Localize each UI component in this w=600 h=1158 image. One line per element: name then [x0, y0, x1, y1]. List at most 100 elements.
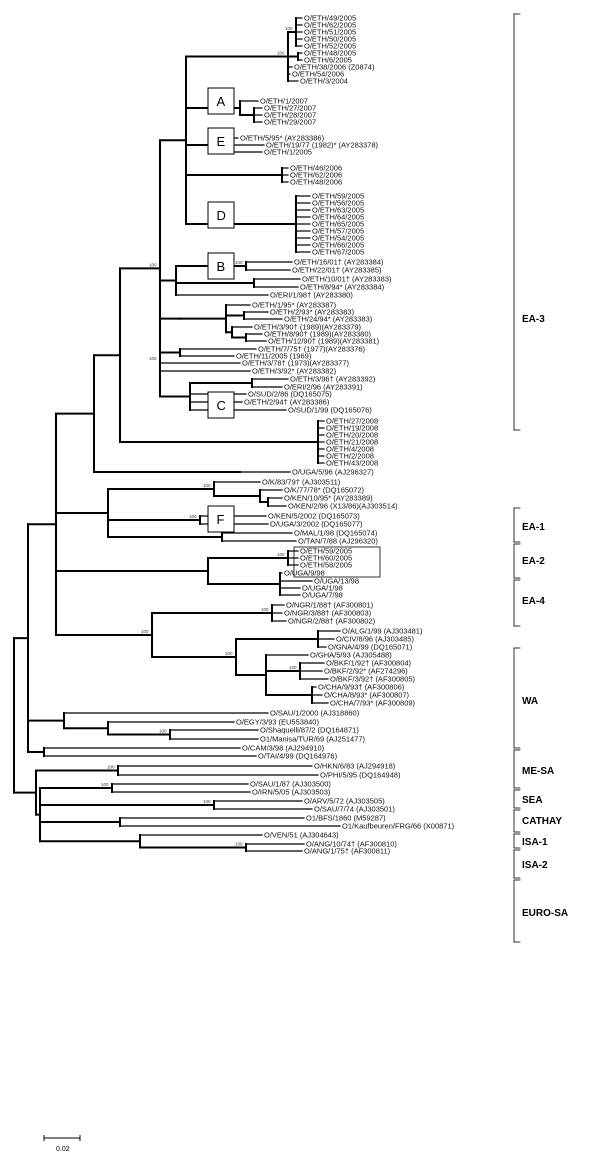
group-box-frame [207, 201, 235, 229]
taxon-label: O/ETH/28/2007 [264, 111, 316, 120]
taxon-label: O/EGY/3/93 (EU553840) [236, 718, 319, 727]
taxon-label: O/TAN/7/88 (AJ296320) [298, 537, 378, 546]
taxon-label: O/UGA/3/2002 (DQ165077) [270, 520, 363, 529]
taxon-label: O/ETH/63/2005 [312, 206, 364, 215]
scale-bar: 0.02 [43, 1135, 81, 1153]
bootstrap-value: 100 [277, 552, 285, 557]
taxon-label: O/ETH/29/2007 [264, 118, 316, 127]
bootstrap-value: 100 [189, 514, 197, 519]
taxon-label: O/UGA/13/98 [314, 577, 359, 586]
group-box-label: A [217, 94, 226, 109]
group-box-label: B [217, 259, 226, 274]
taxon-label: O/ETH/58/2005 [300, 561, 352, 570]
taxon-label: O/Shaquelli/87/2 (DQ164871) [260, 726, 359, 735]
taxon-label: O/TAI/4/99 (DQ164976) [258, 752, 338, 761]
taxon-label: O/ANG/10/74† (AF300810) [306, 840, 397, 849]
taxon-labels: O/ETH/49/2005O/ETH/62/2005O/ETH/51/2005O… [236, 14, 455, 856]
group-box-frame [207, 505, 235, 533]
group-box-d: D [207, 201, 235, 229]
taxon-label: O/GNA/4/99 (DQ165071) [328, 643, 413, 652]
taxon-label: O/CHA/7/93* (AF300809) [330, 699, 416, 708]
taxon-label: O/MAL/1/98 (DQ165074) [294, 529, 378, 538]
taxon-label: O/ETH/54/2006 [292, 70, 344, 79]
clade-label: SEA [522, 795, 543, 806]
taxon-label: O/ETH/43/2008 [326, 459, 378, 468]
taxon-label: O/ETH/67/2005 [312, 248, 364, 257]
taxon-label: O1/Kaufbeuren/FRG/66 (X00871) [342, 822, 455, 831]
bootstrap-value: 100 [235, 260, 243, 265]
taxon-label: O/BKF/1/92† (AF300804) [326, 659, 412, 668]
clade-label: ME-SA [522, 766, 554, 777]
taxon-label: O/ETH/60/2005 [300, 554, 352, 563]
taxon-label: O/ETH/1/2007 [260, 97, 308, 106]
taxon-label: O/K/77/78* (DQ165072) [284, 486, 365, 495]
taxon-label: O/KEN/2/96 (X13/86)(AJ303514) [288, 502, 398, 511]
bootstrap-value: 100 [261, 607, 269, 612]
taxon-label: O/UGA/1/98 [302, 584, 343, 593]
taxon-label: O/ETH/27/2007 [264, 104, 316, 113]
taxon-label: O/ETH/1/95* (AY283387) [252, 301, 337, 310]
taxon-label: O/ETH/2/94† (AY283386) [244, 398, 330, 407]
taxon-label: O/BKF/3/92† (AF300805) [330, 675, 416, 684]
taxon-label: O/ANG/1/75† (AF300811) [304, 847, 391, 856]
bootstrap-value: 100 [149, 356, 157, 361]
group-box-frame [207, 252, 235, 280]
taxon-label: O/ETH/4/2008 [326, 445, 374, 454]
taxon-label: O/ETH/7/75† (1977)(AY283376) [258, 345, 366, 354]
taxon-label: O/ETH/3/96† (AY283392) [290, 375, 376, 384]
taxon-label: O/NGR/2/88† (AF300802) [288, 617, 376, 626]
taxon-label: O/CHA/8/93* (AF300807) [324, 691, 410, 700]
clade-label: WA [522, 696, 538, 707]
taxon-label: O/SUD/1/99 (DQ165076) [288, 406, 372, 415]
group-boxes: A E D B C F [207, 87, 381, 578]
group-box-frame [207, 127, 235, 155]
taxon-label: O/ETH/2/2008 [326, 452, 374, 461]
taxon-label: O/ETH/52/2005 [304, 42, 356, 51]
taxon-label: O/ETH/49/2005 [304, 14, 356, 23]
taxon-label: O/ETH/48/2005 [304, 49, 356, 58]
scale-bar-label: 0.02 [56, 1146, 70, 1153]
group-box-f: F [207, 505, 235, 533]
group-box-frame [207, 87, 235, 115]
clade-brackets: EA-3 EA-1 EA-2 EA-4 WA ME-SA SEA CATHAY ISA-1 ISA… [522, 314, 568, 919]
taxon-label: O/ETH/6/2005 [304, 56, 352, 65]
group-box-frame [207, 391, 235, 419]
taxon-label: O/ETH/22/01† (AY283385) [292, 266, 382, 275]
taxon-label: O/ETH/20/2008 [326, 431, 378, 440]
taxon-label: O/ETH/62/2006 [290, 171, 342, 180]
taxon-label: O/ETH/48/2006 [290, 178, 342, 187]
group-box-b: B [207, 252, 235, 280]
bootstrap-value: 100 [159, 729, 167, 734]
clade-label: CATHAY [522, 816, 562, 827]
taxon-label: O/KEN/10/95* (AY283389) [284, 494, 373, 503]
taxon-label: O/BKF/2/92* (AF274296) [324, 667, 408, 676]
taxon-label: O/ETH/66/2005 [312, 241, 364, 250]
taxon-label: O/ETH/3/92* (AY283382) [252, 367, 337, 376]
taxon-label: O/ETH/27/2008 [326, 417, 378, 426]
taxon-label: O/KEN/5/2002 (DQ165073) [268, 512, 360, 521]
taxon-label: O/K/83/79† (AJ303511) [262, 478, 341, 487]
taxon-label: O/ETH/16/01† (AY283384) [294, 258, 384, 267]
group-box-c: C [207, 391, 235, 419]
taxon-label: O/SAU/1/87 (AJ303500) [250, 780, 331, 789]
taxon-label: O/UGA/7/98 [302, 591, 343, 600]
bootstrap-value: 100 [277, 51, 285, 56]
bootstrap-value: 100 [225, 651, 233, 656]
bootstrap-value: 100 [235, 842, 243, 847]
clade-label: ISA-1 [522, 837, 548, 848]
taxon-label: O/ERI/2/96 (AY283391) [284, 383, 363, 392]
bootstrap-value: 100 [289, 665, 297, 670]
taxon-label: O/IRN/5/05 (AJ303503) [252, 788, 331, 797]
group-box-e: E [207, 127, 235, 155]
taxon-label: O/SUD/2/86 (DQ165075) [248, 390, 332, 399]
taxon-label: O/ETH/59/2005 [312, 192, 364, 201]
taxon-label: O/GHA/5/93 (AJ305488) [310, 651, 392, 660]
taxon-label: O/CAM/3/98 (AJ294910) [242, 744, 325, 753]
taxon-label: O/ETH/64/2005 [312, 213, 364, 222]
bootstrap-value: 100 [203, 799, 211, 804]
bootstrap-value: 100 [203, 483, 211, 488]
taxon-label: O/ETH/51/2005 [304, 28, 356, 37]
group-box-label: D [217, 208, 226, 223]
bootstrap-value: 100 [101, 782, 109, 787]
